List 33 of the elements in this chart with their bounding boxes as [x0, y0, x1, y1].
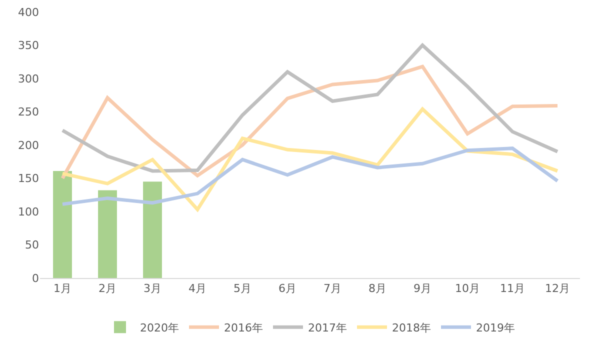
line-series	[60, 107, 560, 212]
line-series	[60, 44, 560, 173]
y-tick-label: 150	[18, 172, 39, 186]
x-tick-label: 8月	[368, 282, 386, 296]
legend-label: 2017年	[308, 321, 347, 334]
y-tick-label: 400	[18, 6, 39, 19]
y-tick-label: 200	[18, 138, 39, 152]
x-tick-label: 1月	[54, 282, 72, 296]
y-tick-label: 250	[18, 106, 39, 119]
x-tick-label: 10月	[455, 282, 480, 296]
line-series	[60, 64, 560, 180]
line-series	[60, 146, 560, 206]
bar	[143, 182, 162, 278]
y-tick-label: 100	[18, 205, 39, 218]
x-tick-label: 6月	[278, 282, 296, 296]
x-tick-label: 3月	[144, 282, 162, 296]
x-tick-label: 9月	[414, 282, 432, 296]
x-tick-label: 7月	[324, 282, 342, 296]
x-tick-label: 4月	[188, 282, 206, 296]
legend-label: 2020年	[140, 321, 179, 334]
x-tick-label: 2月	[98, 282, 116, 296]
y-tick-label: 50	[25, 238, 39, 252]
y-tick-label: 350	[18, 39, 39, 52]
x-tick-label: 5月	[234, 282, 252, 296]
legend-label: 2019年	[476, 321, 515, 334]
x-tick-label: 11月	[500, 282, 525, 296]
x-tick-label: 12月	[545, 282, 570, 296]
y-tick-label: 300	[18, 72, 39, 86]
bar	[98, 190, 117, 278]
legend-label: 2016年	[224, 321, 263, 334]
legend-label: 2018年	[392, 321, 431, 334]
y-tick-label: 0	[32, 272, 39, 285]
bar	[53, 170, 72, 278]
